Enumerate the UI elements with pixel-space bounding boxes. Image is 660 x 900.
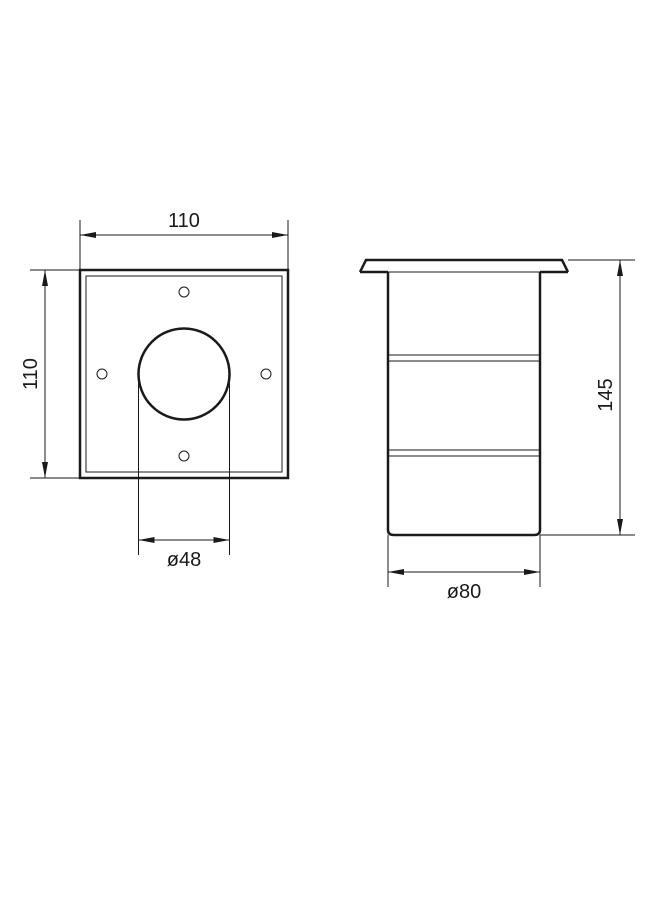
dim-top-110: 110 [168,210,200,232]
front-plate-inner [86,276,282,472]
dim-hole-48: ø48 [167,549,201,571]
body-bottom [388,530,540,535]
screw-hole [179,451,189,461]
dim-left-110: 110 [20,358,42,390]
front-plate [80,270,288,478]
screw-hole [179,287,189,297]
technical-drawing: 110 110 ø48 ø80 145 [0,0,660,900]
center-hole [139,329,230,420]
screw-hole [261,369,271,379]
screw-hole [97,369,107,379]
dim-height-145: 145 [595,378,617,411]
flange-top [360,260,568,272]
dim-body-80: ø80 [447,581,481,603]
